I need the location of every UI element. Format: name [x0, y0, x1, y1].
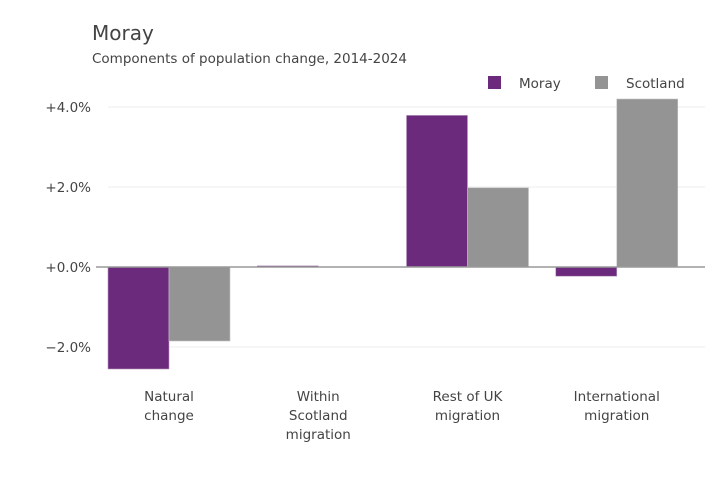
- x-tick-label-line: Within: [297, 389, 340, 405]
- x-tick-label-line: Rest of UK: [433, 389, 504, 405]
- legend-label: Moray: [519, 76, 561, 92]
- bar-moray[interactable]: [555, 266, 618, 277]
- x-tick-label-line: migration: [584, 408, 649, 424]
- chart-title: Moray: [92, 21, 154, 45]
- x-tick-label-line: Natural: [144, 389, 194, 405]
- x-tick-label-line: migration: [286, 427, 351, 443]
- x-tick-label: Rest of UK migration: [433, 389, 504, 424]
- bars: [107, 98, 679, 370]
- x-tick-label: Within Scotland migration: [286, 389, 351, 443]
- x-tick-label: International migration: [574, 389, 660, 424]
- legend-swatch: [488, 76, 501, 89]
- chart-subtitle: Components of population change, 2014-20…: [92, 51, 407, 67]
- bar-scotland[interactable]: [168, 266, 231, 342]
- bar-moray[interactable]: [107, 266, 170, 370]
- y-tick-label: −2.0%: [45, 340, 91, 356]
- y-tick-label: +0.0%: [45, 260, 91, 276]
- bar-scotland[interactable]: [467, 187, 529, 268]
- y-tick-label: +4.0%: [45, 100, 91, 116]
- x-tick-label-line: Scotland: [289, 408, 348, 424]
- x-tick-label-line: migration: [435, 408, 500, 424]
- legend-item-moray[interactable]: Moray: [488, 76, 561, 92]
- legend-swatch: [595, 76, 608, 89]
- legend-item-scotland[interactable]: Scotland: [595, 76, 685, 92]
- bar-moray[interactable]: [406, 115, 468, 268]
- bar-scotland[interactable]: [616, 98, 679, 268]
- y-axis: +4.0% +2.0% +0.0% −2.0%: [45, 100, 91, 356]
- legend: Moray Scotland: [488, 76, 685, 92]
- x-tick-label-line: change: [144, 408, 194, 424]
- x-tick-label: Natural change: [144, 389, 194, 424]
- y-tick-label: +2.0%: [45, 180, 91, 196]
- x-tick-label-line: International: [574, 389, 660, 405]
- legend-label: Scotland: [626, 76, 685, 92]
